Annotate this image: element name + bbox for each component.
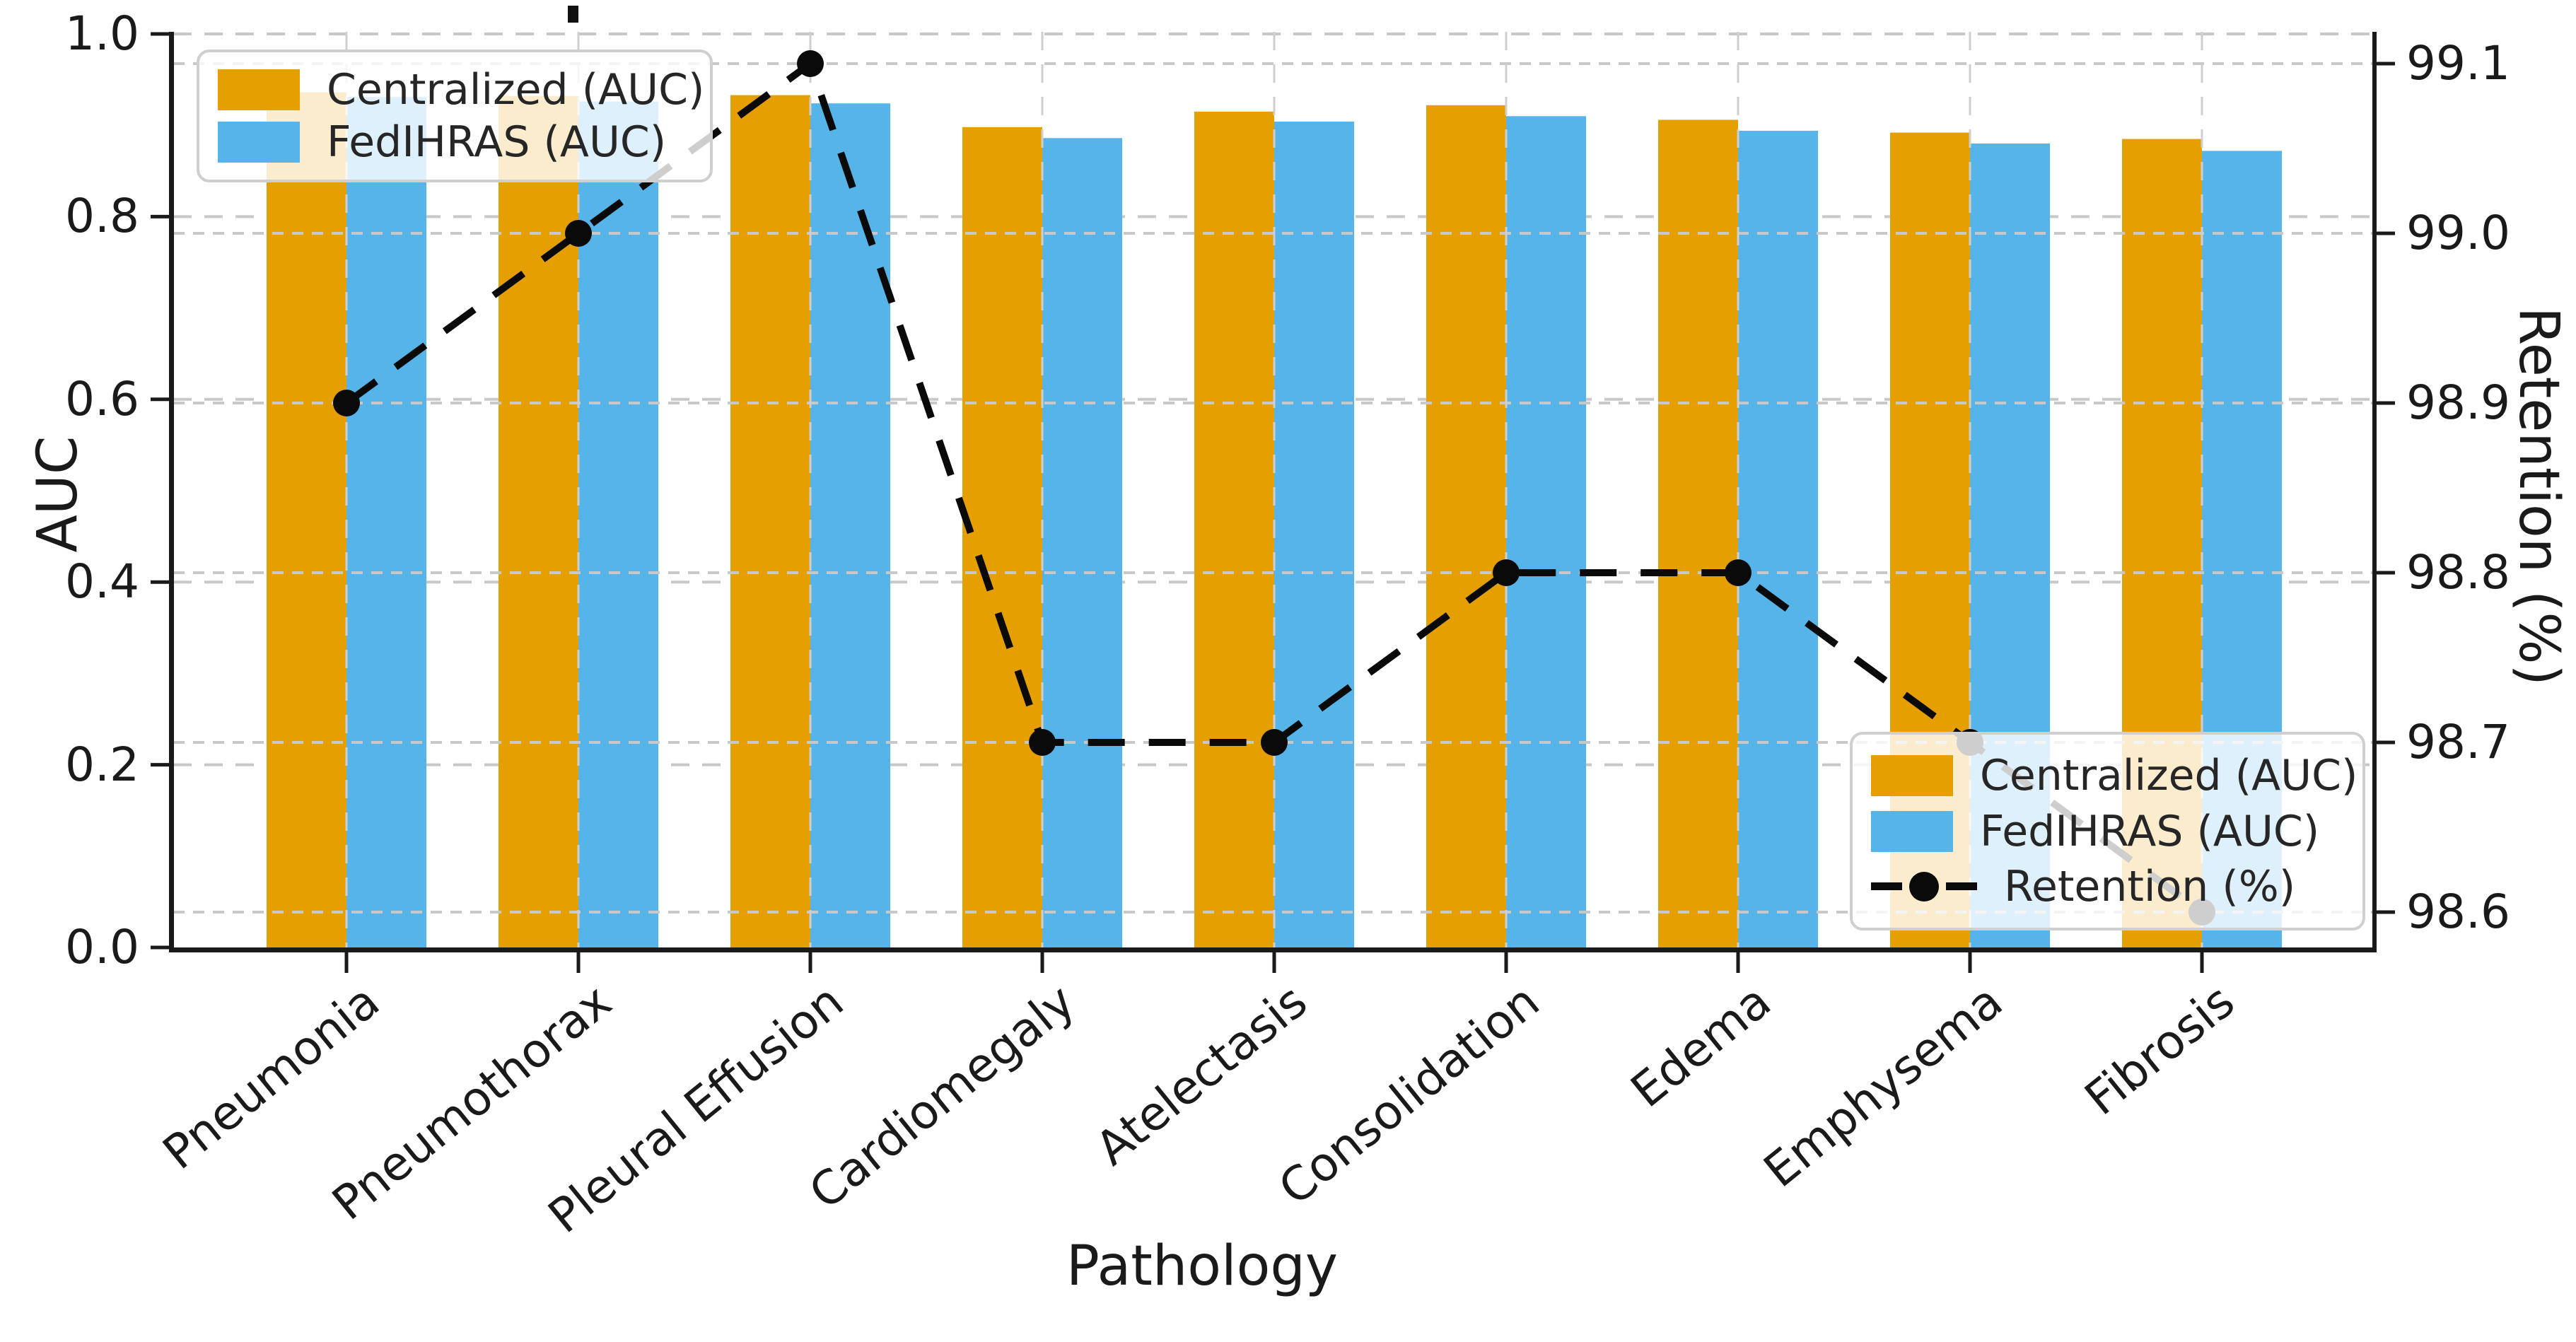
- y-tick-label-right: 98.8: [2406, 545, 2510, 600]
- x-axis-label: Pathology: [1066, 1235, 1339, 1298]
- legend-row-centralized: Centralized (AUC): [218, 69, 704, 111]
- bar-centralized: [267, 92, 346, 948]
- legend-row-fedihras: FedIHRAS (AUC): [218, 121, 692, 163]
- bottom-spine: [169, 947, 2377, 952]
- bar-fedihras: [578, 101, 658, 947]
- right-spine: [2372, 32, 2377, 952]
- bar-centralized: [1194, 111, 1274, 947]
- retention-marker: [1725, 559, 1752, 586]
- retention-marker: [1261, 729, 1288, 756]
- retention-marker: [797, 50, 824, 77]
- legend-label: Retention (%): [2004, 861, 2296, 911]
- legend-label: Centralized (AUC): [1980, 751, 2358, 801]
- bar-centralized: [730, 95, 810, 948]
- legend-label: FedIHRAS (AUC): [1980, 806, 2320, 856]
- y-tick-label-left: 0.2: [65, 737, 139, 792]
- retention-marker: [1029, 729, 1056, 756]
- cropped-title-fragment: [568, 6, 578, 23]
- centralized-swatch: [1871, 755, 1953, 797]
- bar-fedihras: [1738, 130, 1818, 947]
- legend-upper-left: Centralized (AUC) FedIHRAS (AUC): [197, 49, 713, 182]
- y-tick-label-right: 98.6: [2406, 885, 2510, 939]
- retention-marker: [565, 220, 592, 247]
- y-tick-label-left: 0.0: [65, 920, 139, 974]
- y-tick-label-left: 0.4: [65, 554, 139, 609]
- legend-row-retention: Retention (%): [1871, 865, 2344, 908]
- bar-fedihras: [810, 103, 890, 947]
- y-axis-label-left: AUC: [26, 436, 90, 553]
- bar-fedihras: [1506, 116, 1586, 947]
- y-tick-label-right: 98.7: [2406, 715, 2510, 769]
- bar-fedihras: [346, 97, 426, 948]
- bar-centralized: [1426, 105, 1506, 947]
- y-tick-label-left: 1.0: [65, 6, 139, 61]
- left-spine: [169, 32, 174, 952]
- legend-label: FedIHRAS (AUC): [327, 117, 667, 167]
- y-axis-label-right: Retention (%): [2507, 307, 2570, 686]
- legend-row-fedihras: FedIHRAS (AUC): [1871, 810, 2344, 853]
- retention-marker: [333, 390, 360, 416]
- fedihras-swatch: [218, 121, 300, 163]
- retention-marker: [1493, 559, 1520, 586]
- fedihras-swatch: [1871, 810, 1953, 852]
- legend-row-centralized: Centralized (AUC): [1871, 754, 2358, 797]
- legend-label: Centralized (AUC): [327, 65, 705, 115]
- y-tick-label-left: 0.8: [65, 189, 139, 244]
- bar-fedihras: [1042, 138, 1122, 948]
- y-tick-label-right: 98.9: [2406, 375, 2510, 430]
- y-tick-label-right: 99.1: [2406, 36, 2510, 91]
- bar-centralized: [499, 95, 578, 948]
- y-tick-label-left: 0.6: [65, 371, 139, 426]
- legend-lower-right: Centralized (AUC) FedIHRAS (AUC) Retenti…: [1850, 732, 2365, 930]
- retention-line-marker-icon: [1871, 871, 1977, 902]
- centralized-swatch: [218, 69, 300, 111]
- bar-fedihras: [1274, 122, 1354, 948]
- bar-centralized: [1658, 119, 1738, 947]
- y-tick-label-right: 99.0: [2406, 206, 2510, 260]
- bar-centralized: [962, 127, 1042, 948]
